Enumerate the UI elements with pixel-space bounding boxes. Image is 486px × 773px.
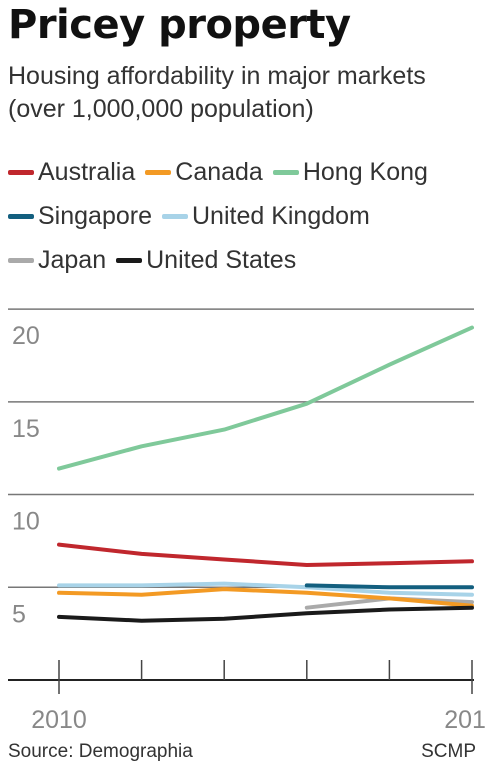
legend-swatch-united-kingdom	[161, 213, 188, 219]
chart-legend: Australia Canada Hong Kong Singapore United …	[8, 150, 486, 282]
y-tick-label-20: 20	[12, 322, 40, 350]
series-line-united-states	[57, 605, 474, 623]
source-note: Source: Demographia	[8, 741, 193, 762]
legend-row: Japan United States	[8, 238, 486, 282]
legend-label-united-kingdom: United Kingdom	[191, 201, 370, 230]
legend-label-australia: Australia	[38, 157, 136, 186]
x-tick-label-2010: 2010	[31, 706, 87, 730]
legend-item-japan: Japan	[8, 246, 106, 275]
legend-swatch-united-states	[116, 257, 143, 263]
legend-item-singapore: Singapore	[8, 202, 152, 231]
line-chart: 5 10 15 20 2010 2015	[8, 308, 486, 730]
legend-swatch-japan	[8, 257, 34, 263]
series-line-united-kingdom	[57, 581, 474, 597]
legend-item-united-states: United States	[116, 246, 296, 275]
y-tick-label-10: 10	[12, 508, 40, 536]
chart-title: Pricey property	[8, 2, 351, 48]
legend-item-australia: Australia	[8, 158, 135, 187]
series-line-australia	[57, 542, 474, 567]
credit-label: SCMP	[421, 741, 476, 762]
x-tick-label-2015: 2015	[444, 706, 486, 730]
chart-subtitle: Housing affordability in major markets (…	[8, 62, 426, 123]
y-tick-label-5: 5	[12, 600, 26, 628]
legend-label-japan: Japan	[38, 245, 107, 274]
series-line-hong-kong	[57, 325, 474, 471]
legend-swatch-canada	[145, 169, 172, 175]
legend-row: Singapore United Kingdom	[8, 194, 486, 238]
legend-swatch-australia	[8, 169, 34, 175]
legend-swatch-hong-kong	[272, 169, 299, 175]
legend-row: Australia Canada Hong Kong	[8, 150, 486, 194]
legend-label-united-states: United States	[146, 245, 297, 274]
series-line-canada	[57, 587, 474, 608]
legend-label-canada: Canada	[175, 157, 263, 186]
legend-item-united-kingdom: United Kingdom	[161, 201, 370, 231]
series-line-singapore	[304, 583, 474, 590]
legend-item-canada: Canada	[145, 158, 263, 187]
legend-label-singapore: Singapore	[38, 201, 152, 230]
legend-swatch-singapore	[8, 213, 34, 219]
legend-label-hong-kong: Hong Kong	[302, 157, 428, 186]
y-tick-label-15: 15	[12, 415, 40, 443]
legend-item-hong-kong: Hong Kong	[272, 157, 428, 187]
